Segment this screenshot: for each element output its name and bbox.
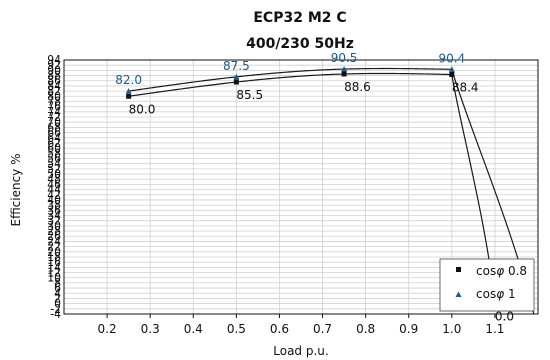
y-tick-label: 0 [54,297,61,311]
y-tick-label: 76 [47,100,61,114]
y-tick-label: 90 [47,63,61,77]
y-tick-label: 54 [47,157,61,171]
data-labels: 80.0 85.5 88.6 88.4 0.0 82.0 87.5 90.5 90.4 [115,51,514,324]
y-tick-label: 48 [47,172,61,186]
y-tick-label: 34 [47,209,61,223]
y-tick-label: 50 [47,167,61,181]
y-tick-label: 8 [54,276,61,290]
y-axis-label: Efficiency % [9,153,23,226]
x-tick-label: 0.5 [227,322,246,336]
marker-triangle [341,66,348,72]
marker-square [126,93,132,99]
chart-subtitle: 400/230 50Hz [246,36,354,52]
legend-entry-pf-0-8: cosφ 0.8 [476,264,527,278]
y-tick-label: 46 [47,177,61,191]
data-label: 90.4 [438,51,465,65]
y-tick-label: 74 [47,105,61,119]
y-tick-label: 92 [47,58,61,72]
y-tick-label: 62 [47,136,61,150]
y-tick-label: 70 [47,115,61,129]
legend-marker-square [456,267,461,272]
y-tick-label: 12 [47,266,61,280]
y-tick-label: 40 [47,193,61,207]
marker-triangle [448,66,455,72]
y-tick-label: 84 [47,79,61,93]
y-tick-label: 56 [47,151,61,165]
marker-triangle [233,73,240,80]
x-axis-ticks: 0.2 0.3 0.4 0.5 0.6 0.7 0.8 0.9 1.0 1.1 [98,314,504,336]
data-label: 90.5 [331,51,358,65]
legend-entry-pf-1: cosφ 1 [476,287,516,301]
y-tick-label: 20 [47,245,61,259]
marker-triangle [125,88,132,94]
y-tick-label: 52 [47,162,61,176]
y-tick-label: 44 [47,183,61,197]
x-tick-label: 0.4 [184,322,203,336]
y-tick-label: 26 [47,229,61,243]
legend: cosφ 0.8 cosφ 1 [439,258,535,312]
y-tick-label: 66 [47,126,61,140]
legend-marker-triangle [455,291,462,297]
y-tick-label: 64 [47,131,61,145]
y-tick-label: 86 [47,74,61,88]
marker-square [233,79,239,85]
y-tick-label: 42 [47,188,61,202]
y-tick-label: 24 [47,234,61,248]
marker-square [341,71,347,77]
y-tick-label: -2 [50,302,61,316]
y-tick-label: -4 [50,307,61,321]
y-tick-label: 94 [47,53,61,67]
data-label: 80.0 [129,102,156,116]
y-tick-label: 72 [47,110,61,124]
y-tick-label: 78 [47,94,61,108]
y-tick-label: 28 [47,224,61,238]
y-tick-label: 4 [54,286,61,300]
y-tick-label: 32 [47,214,61,228]
x-tick-label: 0.7 [313,322,332,336]
y-tick-label: 58 [47,146,61,160]
data-label: 85.5 [236,88,263,102]
y-tick-label: 2 [54,291,61,305]
y-tick-label: 60 [47,141,61,155]
y-tick-label: 80 [47,89,61,103]
y-tick-label: 82 [47,84,61,98]
curve-series-1 [128,67,535,315]
marker-square [449,72,455,78]
data-label: 88.4 [452,81,479,95]
x-tick-label: 0.2 [98,322,117,336]
data-label: 0.0 [495,310,514,324]
x-tick-label: 1.1 [485,322,504,336]
curve-series-0 [128,72,496,304]
y-tick-label: 10 [47,271,61,285]
y-tick-label: 6 [54,281,61,295]
chart-title: ECP32 M2 C [253,10,346,26]
x-tick-label: 1.0 [442,322,461,336]
data-label: 88.6 [344,80,371,94]
x-tick-label: 0.9 [399,322,418,336]
legend-box [439,258,535,312]
y-tick-label: 30 [47,219,61,233]
y-tick-label: 16 [47,255,61,269]
data-label: 87.5 [223,59,250,73]
y-tick-label: 88 [47,69,61,83]
y-axis-ticks: 9492908886848280787674727068666462605856… [47,53,61,321]
plot-frame [63,59,539,315]
data-label: 82.0 [115,73,142,87]
x-tick-label: 0.8 [356,322,375,336]
series-curves [128,67,535,315]
x-tick-label: 0.6 [270,322,289,336]
y-tick-label: 14 [47,260,61,274]
y-tick-label: 18 [47,250,61,264]
y-tick-label: 22 [47,240,61,254]
x-tick-label: 0.3 [141,322,160,336]
y-tick-label: 68 [47,120,61,134]
x-axis-label: Load p.u. [273,344,328,358]
y-tick-label: 36 [47,203,61,217]
y-tick-label: 38 [47,198,61,212]
